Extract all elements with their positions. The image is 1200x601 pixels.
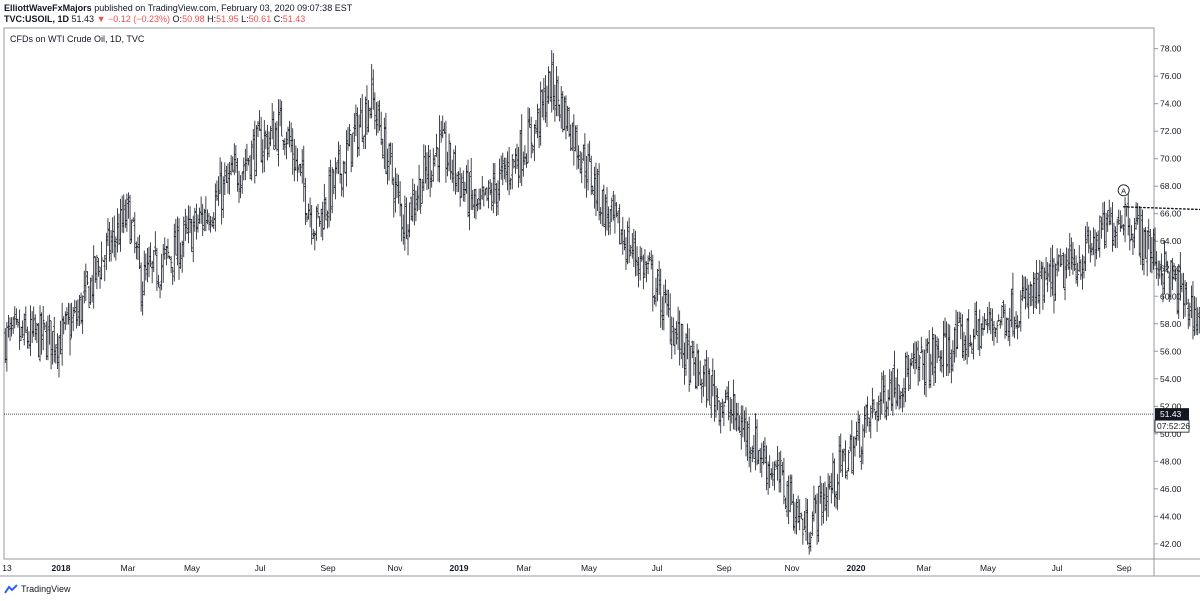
y-tick-label: 54.00 (1160, 374, 1182, 384)
x-tick-label: 2019 (450, 563, 469, 573)
open-label: O: (172, 14, 183, 24)
x-tick-label: 13 (2, 563, 12, 573)
x-tick-label: Sep (320, 563, 335, 573)
low-value: 50.61 (248, 14, 272, 24)
y-tick-label: 44.00 (1160, 511, 1182, 521)
high-value: 51.95 (216, 14, 239, 24)
x-tick-label: Nov (387, 563, 403, 573)
tradingview-icon (4, 584, 18, 594)
x-tick-label: Sep (1116, 563, 1131, 573)
y-tick-label: 68.00 (1160, 181, 1182, 191)
y-tick-label: 46.00 (1160, 484, 1182, 494)
y-tick-label: 52.00 (1160, 401, 1182, 411)
y-tick-label: 58.00 (1160, 319, 1182, 329)
x-tick-label: 2018 (52, 563, 71, 573)
x-tick-label: Jul (652, 563, 663, 573)
x-tick-label: Jul (255, 563, 266, 573)
symbol-label: TVC:USOIL, 1D (4, 14, 70, 24)
y-tick-label: 56.00 (1160, 346, 1182, 356)
last-price-text: 51.43 (71, 14, 95, 24)
plot-frame (3, 27, 1155, 560)
chart-title: CFDs on WTI Crude Oil, 1D, TVC (10, 34, 145, 44)
x-tick-label: Mar (517, 563, 532, 573)
countdown-label: 07:52:26 (1157, 421, 1190, 431)
x-tick-label: May (980, 563, 997, 573)
symbol-legend: TVC:USOIL, 1D 51.43 ▼ −0.12 (−0.23%) O:5… (4, 14, 305, 25)
brand-text: TradingView (21, 584, 71, 594)
publish-info: ElliottWaveFxMajors published on Trading… (4, 3, 352, 14)
open-value: 50.98 (182, 14, 205, 24)
y-tick-label: 66.00 (1160, 209, 1182, 219)
x-tick-label: Mar (917, 563, 932, 573)
y-tick-label: 74.00 (1160, 99, 1182, 109)
countdown-box (1154, 419, 1190, 433)
y-tick-label: 64.00 (1160, 236, 1182, 246)
y-tick-label: 50.00 (1160, 429, 1182, 439)
last-price-label: 51.43 (1160, 409, 1182, 419)
x-tick-label: May (581, 563, 598, 573)
publisher-name[interactable]: ElliottWaveFxMajors (4, 3, 92, 13)
last-price-box (1155, 408, 1189, 421)
ohlc-bars (4, 50, 1200, 555)
close-value: 51.43 (282, 14, 306, 24)
low-label: L: (241, 14, 249, 24)
x-tick-label: May (184, 563, 201, 573)
y-tick-label: 70.00 (1160, 154, 1182, 164)
x-tick-label: 2020 (847, 563, 866, 573)
close-label: C: (273, 14, 283, 24)
wave-label: A (1121, 186, 1126, 195)
x-tick-label: Mar (121, 563, 136, 573)
x-tick-label: Nov (784, 563, 800, 573)
y-tick-label: 72.00 (1160, 126, 1182, 136)
y-tick-label: 42.00 (1160, 539, 1182, 549)
change-text: ▼ −0.12 (−0.23%) (96, 14, 171, 24)
x-tick-label: Sep (716, 563, 731, 573)
wave-marker-a[interactable] (1117, 184, 1130, 197)
y-tick-label: 76.00 (1160, 71, 1182, 81)
y-tick-label: 78.00 (1160, 44, 1182, 54)
x-tick-label: Jul (1052, 563, 1063, 573)
high-label: H: (207, 14, 217, 24)
tradingview-logo[interactable]: TradingView (4, 584, 71, 594)
y-tick-label: 48.00 (1160, 456, 1182, 466)
publish-text: published on TradingView.com, February 0… (94, 3, 353, 13)
